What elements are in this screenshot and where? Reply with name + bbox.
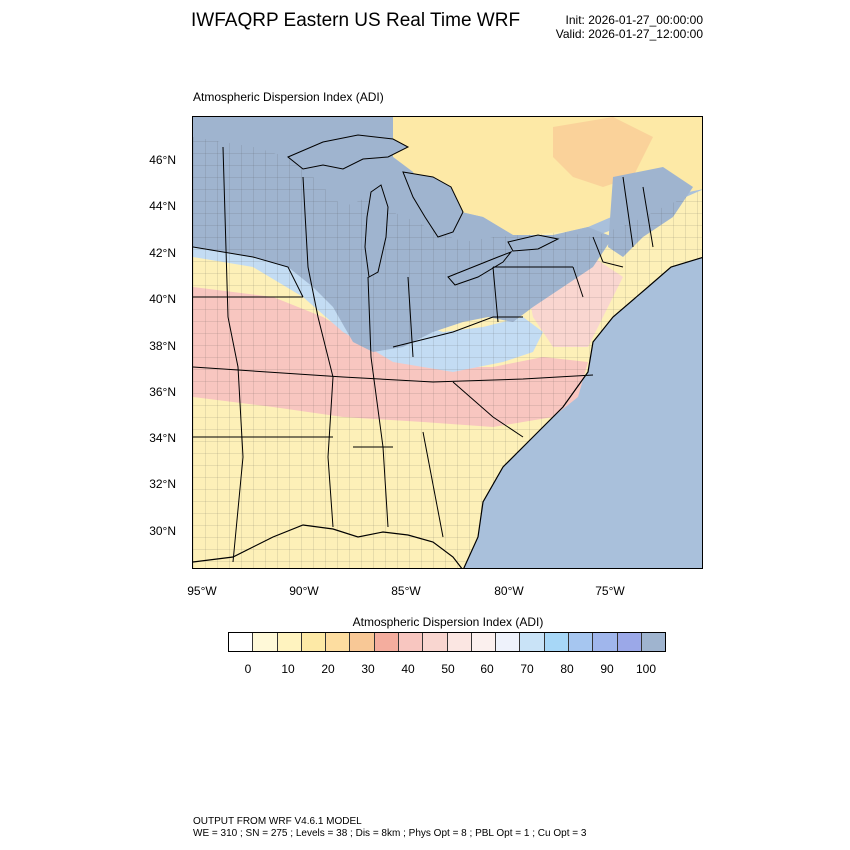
lon-label-80: 80°W bbox=[494, 584, 524, 598]
init-time: Init: 2026-01-27_00:00:00 bbox=[565, 13, 703, 27]
colorbar-tick: 70 bbox=[520, 662, 534, 676]
colorbar-box bbox=[277, 633, 302, 651]
lat-label-40: 40°N bbox=[149, 292, 176, 306]
colorbar-tick: 10 bbox=[281, 662, 295, 676]
colorbar-tick: 60 bbox=[480, 662, 494, 676]
colorbar-box bbox=[520, 633, 545, 651]
colorbar-box bbox=[423, 633, 448, 651]
colorbar-tick: 20 bbox=[321, 662, 335, 676]
colorbar-box bbox=[398, 633, 424, 651]
state-borders bbox=[193, 146, 654, 563]
colorbar-tick: 50 bbox=[441, 662, 455, 676]
lat-label-32: 32°N bbox=[149, 477, 176, 491]
lon-label-75: 75°W bbox=[595, 584, 625, 598]
lat-label-30: 30°N bbox=[149, 524, 176, 538]
colorbar-box bbox=[253, 633, 278, 651]
page-title: IWFAQRP Eastern US Real Time WRF bbox=[191, 10, 521, 31]
colorbar-tick: 100 bbox=[635, 662, 657, 676]
lat-label-44: 44°N bbox=[149, 199, 176, 213]
colorbar-box bbox=[544, 633, 569, 651]
colorbar-box bbox=[568, 633, 594, 651]
lat-label-42: 42°N bbox=[149, 246, 176, 260]
colorbar-tick: 40 bbox=[401, 662, 415, 676]
colorbar-box bbox=[593, 633, 618, 651]
colorbar-box bbox=[229, 633, 254, 651]
lake-michigan bbox=[364, 184, 389, 278]
lake-erie bbox=[447, 250, 513, 286]
colorbar-box bbox=[374, 633, 399, 651]
colorbar-box bbox=[326, 633, 351, 651]
colorbar bbox=[228, 632, 666, 652]
lon-label-95: 95°W bbox=[187, 584, 217, 598]
lake-ontario bbox=[507, 234, 560, 252]
valid-time: Valid: 2026-01-27_12:00:00 bbox=[555, 27, 703, 41]
colorbar-box bbox=[617, 633, 642, 651]
colorbar-box bbox=[471, 633, 497, 651]
colorbar-tick: 0 bbox=[244, 662, 252, 676]
coastline bbox=[193, 256, 702, 568]
lake-superior bbox=[287, 134, 410, 170]
lon-label-90: 90°W bbox=[289, 584, 319, 598]
colorbar-title: Atmospheric Dispersion Index (ADI) bbox=[352, 615, 544, 629]
lake-huron bbox=[402, 171, 464, 238]
colorbar-box bbox=[641, 633, 666, 651]
lat-label-38: 38°N bbox=[149, 339, 176, 353]
colorbar-box bbox=[301, 633, 327, 651]
colorbar-tick: 80 bbox=[560, 662, 574, 676]
plot-title: Atmospheric Dispersion Index (ADI) bbox=[193, 90, 384, 104]
colorbar-box bbox=[496, 633, 521, 651]
lat-label-36: 36°N bbox=[149, 385, 176, 399]
lat-label-46: 46°N bbox=[149, 153, 176, 167]
canada-pink-patch bbox=[553, 117, 653, 187]
colorbar-tick: 90 bbox=[600, 662, 614, 676]
footer-model: OUTPUT FROM WRF V4.6.1 MODEL bbox=[193, 816, 362, 827]
footer-settings: WE = 310 ; SN = 275 ; Levels = 38 ; Dis … bbox=[193, 828, 587, 839]
colorbar-box bbox=[447, 633, 472, 651]
colorbar-box bbox=[350, 633, 375, 651]
lat-label-34: 34°N bbox=[149, 431, 176, 445]
adi-map bbox=[193, 117, 702, 568]
lon-label-85: 85°W bbox=[391, 584, 421, 598]
colorbar-tick: 30 bbox=[361, 662, 375, 676]
map-panel bbox=[192, 116, 703, 569]
